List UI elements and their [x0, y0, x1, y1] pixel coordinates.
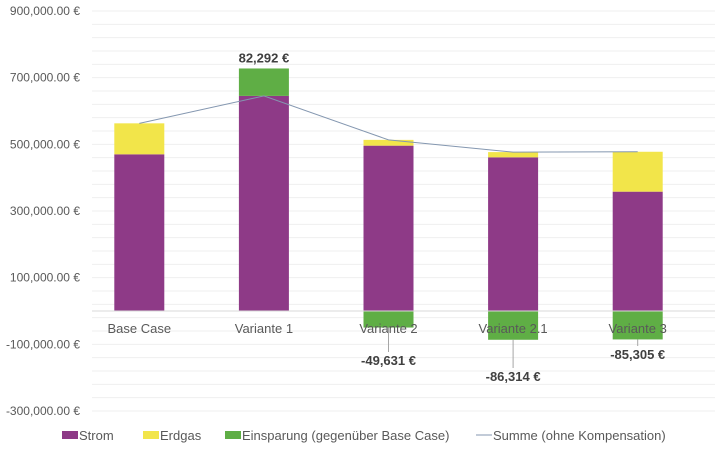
x-tick-label: Base Case — [108, 321, 172, 336]
y-tick-label: -300,000.00 € — [6, 404, 80, 418]
bar-strom-base-case — [114, 154, 165, 311]
bar-einsparung-variante-2 — [363, 311, 414, 328]
bar-einsparung-variante-2-1 — [488, 311, 539, 340]
bars — [114, 68, 663, 340]
bar-erdgas-variante-2 — [363, 139, 414, 146]
data-label: -85,305 € — [610, 347, 665, 362]
legend-swatch — [62, 431, 78, 439]
x-tick-label: Variante 3 — [609, 321, 667, 336]
summe-polyline — [139, 95, 638, 153]
data-labels: 82,292 € -49,631 € -86,314 € -85,305 € — [239, 50, 666, 384]
data-label: -49,631 € — [361, 353, 416, 368]
y-tick-label: 500,000.00 € — [10, 137, 80, 151]
bar-erdgas-variante-3 — [612, 151, 663, 192]
bar-strom-variante-2-1 — [488, 157, 539, 311]
legend: Strom Erdgas Einsparung (gegenüber Base Ca… — [62, 428, 666, 443]
x-tick-label: Variante 2.1 — [479, 321, 548, 336]
legend-label: Summe (ohne Kompensation) — [493, 428, 666, 443]
y-tick-label: 100,000.00 € — [10, 271, 80, 285]
bar-erdgas-variante-2-1 — [488, 152, 539, 158]
data-label: 82,292 € — [239, 50, 290, 65]
legend-label: Strom — [79, 428, 114, 443]
summe-line — [139, 95, 638, 153]
legend-swatch — [225, 431, 241, 439]
y-tick-label: 700,000.00 € — [10, 71, 80, 85]
y-tick-label: -100,000.00 € — [6, 337, 80, 351]
legend-label: Einsparung (gegenüber Base Case) — [242, 428, 449, 443]
x-axis-tick-labels: Base Case Variante 1 Variante 2 Variante 2.… — [108, 321, 667, 336]
bar-strom-variante-2 — [363, 145, 414, 311]
y-axis-tick-labels: 900,000.00 € 700,000.00 € 500,000.00 € 300,… — [6, 4, 80, 418]
legend-swatch — [143, 431, 159, 439]
bar-strom-variante-1 — [238, 95, 289, 311]
bar-strom-variante-3 — [612, 191, 663, 311]
bar-erdgas-base-case — [114, 123, 165, 155]
legend-label: Erdgas — [160, 428, 202, 443]
x-tick-label: Variante 1 — [235, 321, 293, 336]
bar-einsparung-variante-1 — [238, 68, 289, 96]
bar-einsparung-variante-3 — [612, 311, 663, 340]
y-tick-label: 300,000.00 € — [10, 204, 80, 218]
data-label-leader-lines — [388, 327, 639, 368]
data-label: -86,314 € — [486, 369, 541, 384]
y-tick-label: 900,000.00 € — [10, 4, 80, 18]
